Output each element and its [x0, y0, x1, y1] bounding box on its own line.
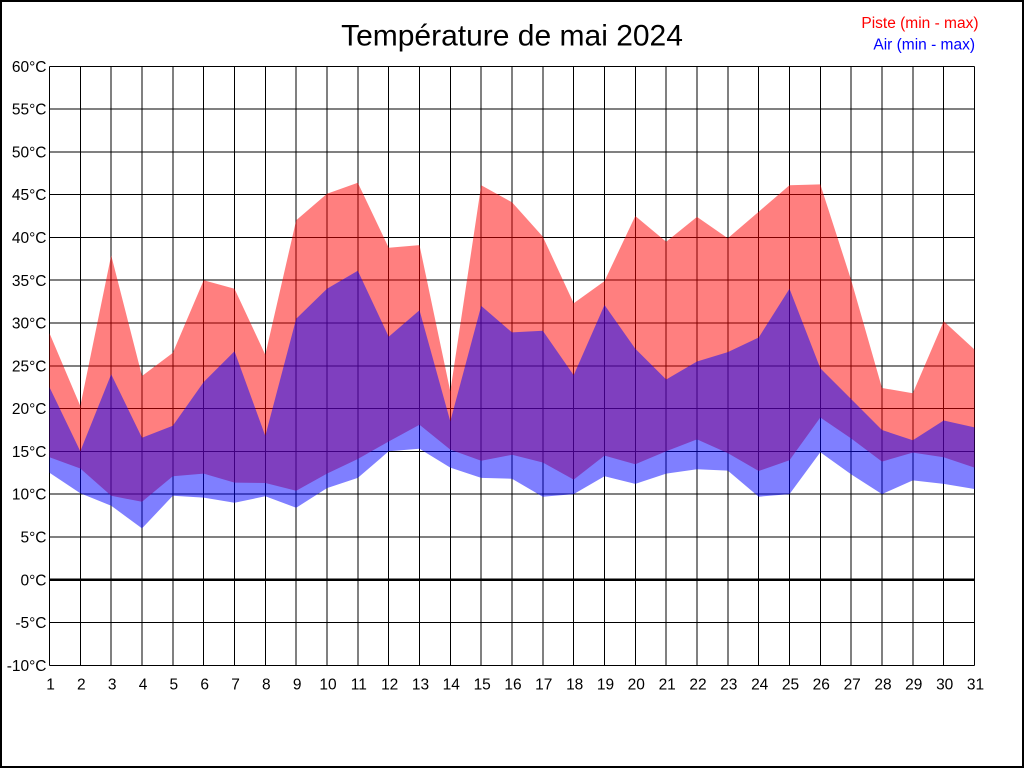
svg-text:16: 16	[504, 676, 521, 693]
svg-text:10: 10	[319, 676, 337, 693]
svg-text:8: 8	[262, 676, 271, 693]
svg-text:29: 29	[905, 676, 922, 693]
svg-text:4: 4	[139, 676, 148, 693]
svg-text:35°C: 35°C	[12, 273, 47, 290]
svg-text:Température de mai 2024: Température de mai 2024	[341, 20, 683, 53]
svg-text:25°C: 25°C	[12, 358, 47, 375]
svg-text:0°C: 0°C	[20, 572, 46, 589]
svg-text:28: 28	[874, 676, 891, 693]
svg-text:27: 27	[844, 676, 861, 693]
svg-text:60°C: 60°C	[12, 59, 47, 76]
svg-text:23: 23	[720, 676, 737, 693]
svg-text:55°C: 55°C	[12, 102, 47, 119]
svg-text:15: 15	[474, 676, 491, 693]
svg-text:21: 21	[659, 676, 676, 693]
svg-text:1: 1	[46, 676, 55, 693]
svg-text:-10°C: -10°C	[7, 658, 47, 675]
svg-text:30: 30	[936, 676, 954, 693]
svg-text:19: 19	[597, 676, 614, 693]
svg-text:50°C: 50°C	[12, 145, 47, 162]
svg-text:45°C: 45°C	[12, 187, 47, 204]
svg-text:20°C: 20°C	[12, 401, 47, 418]
svg-text:30°C: 30°C	[12, 316, 47, 333]
svg-text:20: 20	[628, 676, 646, 693]
svg-text:10°C: 10°C	[12, 487, 47, 504]
svg-text:12: 12	[381, 676, 398, 693]
svg-text:18: 18	[566, 676, 583, 693]
svg-text:24: 24	[751, 676, 769, 693]
svg-text:5°C: 5°C	[20, 530, 46, 547]
svg-text:7: 7	[231, 676, 240, 693]
svg-text:5: 5	[169, 676, 178, 693]
svg-text:26: 26	[813, 676, 830, 693]
svg-text:Piste (min - max): Piste (min - max)	[861, 15, 978, 32]
svg-text:17: 17	[535, 676, 552, 693]
svg-text:13: 13	[412, 676, 429, 693]
svg-text:14: 14	[443, 676, 461, 693]
svg-text:3: 3	[108, 676, 117, 693]
svg-text:9: 9	[293, 676, 302, 693]
svg-text:15°C: 15°C	[12, 444, 47, 461]
svg-text:-5°C: -5°C	[15, 615, 46, 632]
svg-text:2: 2	[77, 676, 86, 693]
svg-text:31: 31	[967, 676, 984, 693]
svg-text:6: 6	[200, 676, 209, 693]
svg-text:Air (min - max): Air (min - max)	[873, 37, 975, 54]
svg-text:22: 22	[689, 676, 706, 693]
svg-text:25: 25	[782, 676, 799, 693]
svg-text:40°C: 40°C	[12, 230, 47, 247]
svg-text:11: 11	[351, 676, 367, 693]
